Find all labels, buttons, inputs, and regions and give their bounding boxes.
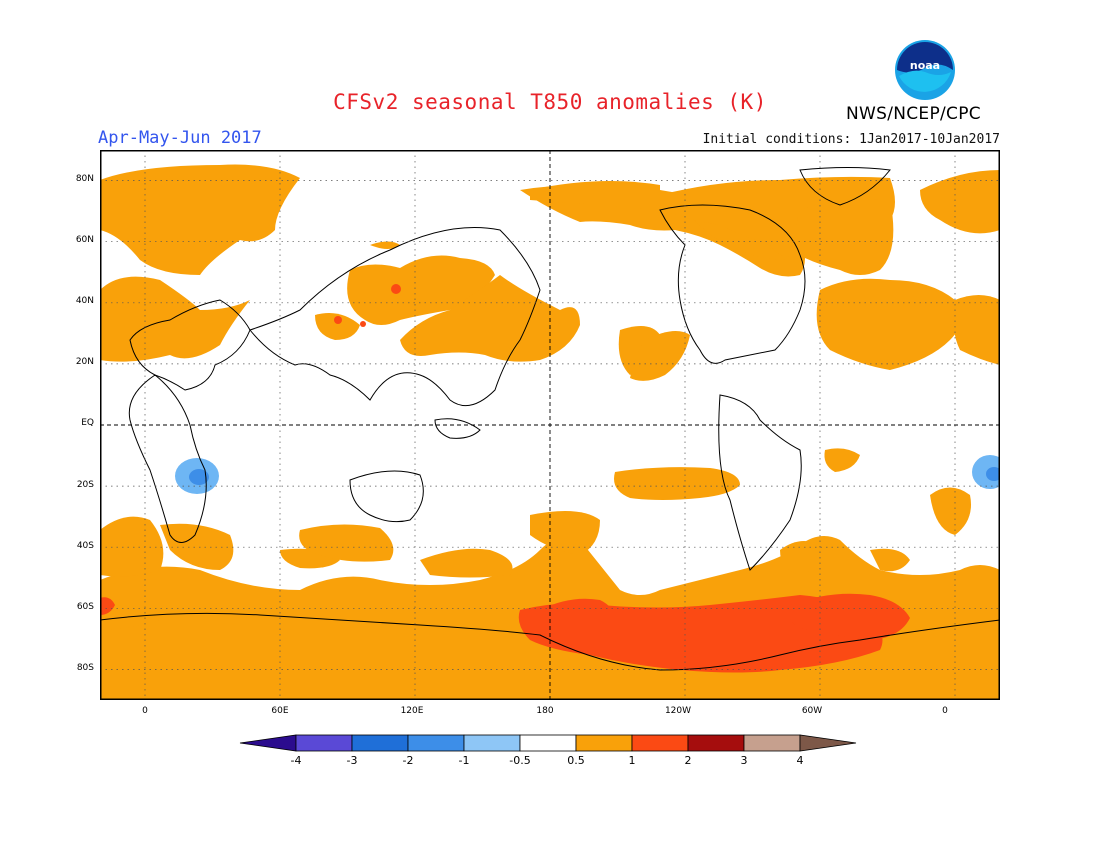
lat-tick-label: 60S [76,602,94,612]
colorbar-label: -3 [346,754,358,767]
colorbar-label: -1 [458,754,470,767]
anomaly-map [100,150,1000,700]
map-border [100,150,1000,700]
map-title: CFSv2 seasonal T850 anomalies (K) [333,90,767,114]
colorbar-cell [575,734,633,752]
lon-tick-label: 0 [942,706,948,716]
initial-conditions: Initial conditions: 1Jan2017-10Jan2017 [702,132,1000,147]
colorbar-cell [687,734,745,752]
noaa-logo: noaa [895,40,955,100]
colorbar-label: 3 [740,754,748,767]
colorbar-label: -4 [290,754,302,767]
colorbar-label: -0.5 [509,754,531,767]
anomaly-regions-strong [100,284,910,673]
colorbar-label: 1 [628,754,636,767]
lon-tick-label: 0 [142,706,148,716]
colorbar-cell [799,734,857,752]
lat-tick-label: 20S [76,480,94,490]
colorbar-label: -2 [402,754,414,767]
colorbar-cell [239,734,297,752]
lat-tick-label: 20N [75,357,94,367]
lon-tick-label: 60W [801,706,823,716]
lat-tick-label: 80S [76,663,94,673]
colorbar-cell [631,734,689,752]
colorbar-cell [463,734,521,752]
lon-tick-label: 180 [536,706,554,716]
noaa-logo-text: noaa [910,59,940,72]
lat-tick-label: 40S [76,541,94,551]
lat-tick-label: 60N [75,235,94,245]
colorbar-label: 4 [796,754,804,767]
forecast-period: Apr-May-Jun 2017 [98,128,262,148]
colorbar-cell [743,734,801,752]
agency-label: NWS/NCEP/CPC [846,104,981,124]
lat-tick-label: 40N [75,296,94,306]
colorbar-cell [351,734,409,752]
colorbar [239,734,857,752]
anomaly-regions-negative [175,455,1000,494]
lon-tick-label: 60E [271,706,289,716]
reference-lines [100,150,1000,700]
lon-tick-label: 120W [664,706,692,716]
colorbar-label: 2 [684,754,692,767]
colorbar-cell [519,734,577,752]
colorbar-label: 0.5 [567,754,585,767]
lon-tick-label: 120E [400,706,424,716]
lat-tick-label: 80N [75,174,94,184]
colorbar-cell [407,734,465,752]
colorbar-cell [295,734,353,752]
lat-tick-label: EQ [81,418,94,428]
